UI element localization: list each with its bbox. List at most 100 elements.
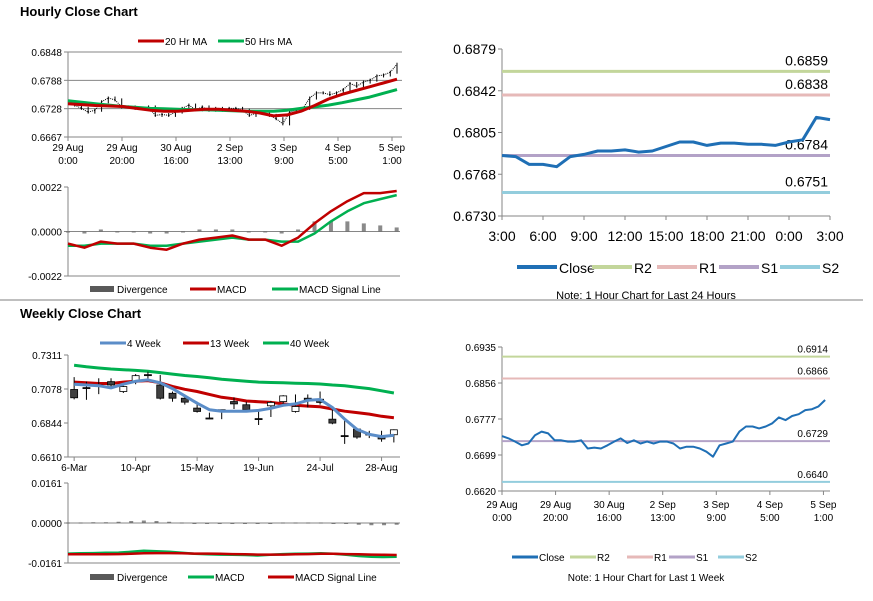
candle-body: [291, 406, 300, 412]
legend-label: Divergence: [117, 573, 168, 584]
x-tick-label: 5:00: [760, 513, 780, 524]
divergence-bar: [192, 523, 197, 524]
y-tick-label: 0.6728: [31, 105, 62, 116]
x-tick-label: 0:00: [775, 228, 802, 244]
level-label-s2: 0.6640: [797, 470, 828, 481]
divergence-bar: [263, 231, 268, 233]
x-tick-label: 29 Aug: [106, 143, 137, 154]
divergence-bar: [293, 522, 298, 524]
divergence-bar: [66, 522, 70, 524]
weekly-chart-title: Weekly Close Chart: [20, 306, 142, 321]
candle-body: [161, 113, 169, 116]
divergence-bar: [369, 523, 374, 526]
legend-label: MACD: [215, 573, 244, 584]
candle-body: [181, 104, 190, 109]
x-tick-label: 19-Jun: [243, 463, 274, 474]
legend-label: 50 Hrs MA: [245, 37, 293, 48]
y-tick-label: 0.0161: [31, 479, 62, 490]
candle-body: [309, 92, 317, 99]
divergence-bar: [242, 523, 247, 524]
candle-body: [155, 113, 163, 116]
macd-line: [67, 189, 397, 251]
candle-body: [205, 417, 214, 420]
divergence-bar: [131, 231, 136, 233]
x-tick-label: 6-Mar: [61, 463, 88, 474]
divergence-bar: [217, 523, 222, 524]
legends-layer: 20 Hr MA 50 Hrs MA Divergence MACD MACD Sign…: [90, 37, 839, 584]
x-tick-label: 15:00: [648, 228, 683, 244]
candle-body: [269, 114, 277, 120]
candle-body: [74, 104, 82, 109]
y-tick-label: 0.6842: [453, 83, 496, 99]
candle-body: [369, 75, 378, 81]
y-tick-label: 0.6856: [465, 379, 496, 390]
divergence-bar: [181, 231, 186, 233]
legend-label: 20 Hr MA: [165, 37, 208, 48]
x-tick-label: 5 Sep: [810, 500, 837, 511]
divergence-bar: [394, 227, 399, 232]
legend-label: Close: [559, 260, 595, 276]
x-tick-label: 3 Sep: [271, 143, 298, 154]
x-tick-label: 16:00: [163, 156, 188, 167]
legend-swatch: [90, 286, 114, 292]
legend-item-r1: R1: [657, 260, 717, 276]
divergence-bar: [115, 231, 120, 233]
legend-item-macd-signal-line: MACD Signal Line: [268, 573, 377, 584]
x-tick-label: 20:00: [543, 513, 568, 524]
x-tick-label: 0:00: [58, 156, 78, 167]
divergence-bar: [197, 229, 202, 232]
divergence-bar: [205, 523, 210, 524]
x-tick-label: 5:00: [328, 156, 348, 167]
divergence-bar: [154, 521, 159, 523]
divergence-bar: [148, 231, 153, 234]
divergence-bar: [345, 221, 350, 232]
ma-20-line: [67, 77, 398, 118]
divergence-bar: [167, 521, 172, 523]
legend-item-4-week: 4 Week: [100, 339, 162, 350]
divergence-bar: [318, 522, 323, 524]
legend-label: R1: [654, 553, 667, 564]
ma-40-week-line: [73, 363, 395, 395]
legend-label: 4 Week: [127, 339, 162, 350]
signal-line: [68, 193, 397, 247]
divergence-bar: [331, 523, 336, 524]
level-label-s1: 0.6784: [785, 136, 828, 152]
candle-body: [108, 97, 116, 101]
y-tick-label: 0.6667: [31, 133, 62, 144]
weekly-macd-chart: 0.0161 0.0000 -0.0161: [28, 479, 400, 570]
x-tick-label: 24-Jul: [306, 463, 333, 474]
y-tick-label: 0.6610: [31, 453, 62, 464]
legend-item-20-hr-ma: 20 Hr MA: [138, 37, 208, 48]
y-tick-label: 0.6844: [31, 419, 62, 430]
legend-item-50-hrs-ma: 50 Hrs MA: [218, 37, 293, 48]
x-tick-label: 5 Sep: [379, 143, 406, 154]
candle-body: [328, 418, 337, 424]
y-tick-label: 0.6935: [465, 343, 496, 354]
divergence-bar: [268, 523, 273, 524]
level-label-r1: 0.6838: [785, 76, 828, 92]
candle-body: [119, 386, 128, 392]
ma-4-week-line: [74, 378, 395, 439]
candle-body: [81, 107, 89, 113]
candle-body: [82, 387, 91, 389]
x-tick-label: 4 Sep: [757, 500, 784, 511]
legend-item-s2: S2: [718, 553, 758, 564]
x-tick-label: 1:00: [814, 513, 834, 524]
x-tick-label: 9:00: [570, 228, 597, 244]
x-tick-label: 3:00: [488, 228, 515, 244]
x-tick-label: 2 Sep: [650, 500, 677, 511]
legend-label: MACD Signal Line: [299, 285, 381, 296]
candle-body: [279, 395, 288, 402]
x-tick-label: 13:00: [650, 513, 675, 524]
x-tick-label: 29 Aug: [486, 500, 517, 511]
divergence-bar: [78, 522, 83, 524]
candle-body: [195, 106, 203, 111]
candle-body: [148, 106, 156, 116]
y-tick-label: -0.0022: [28, 272, 62, 283]
candle-body: [230, 401, 238, 405]
candle-body: [180, 397, 189, 403]
y-tick-label: 0.6730: [453, 208, 496, 224]
candle-body: [275, 118, 284, 125]
